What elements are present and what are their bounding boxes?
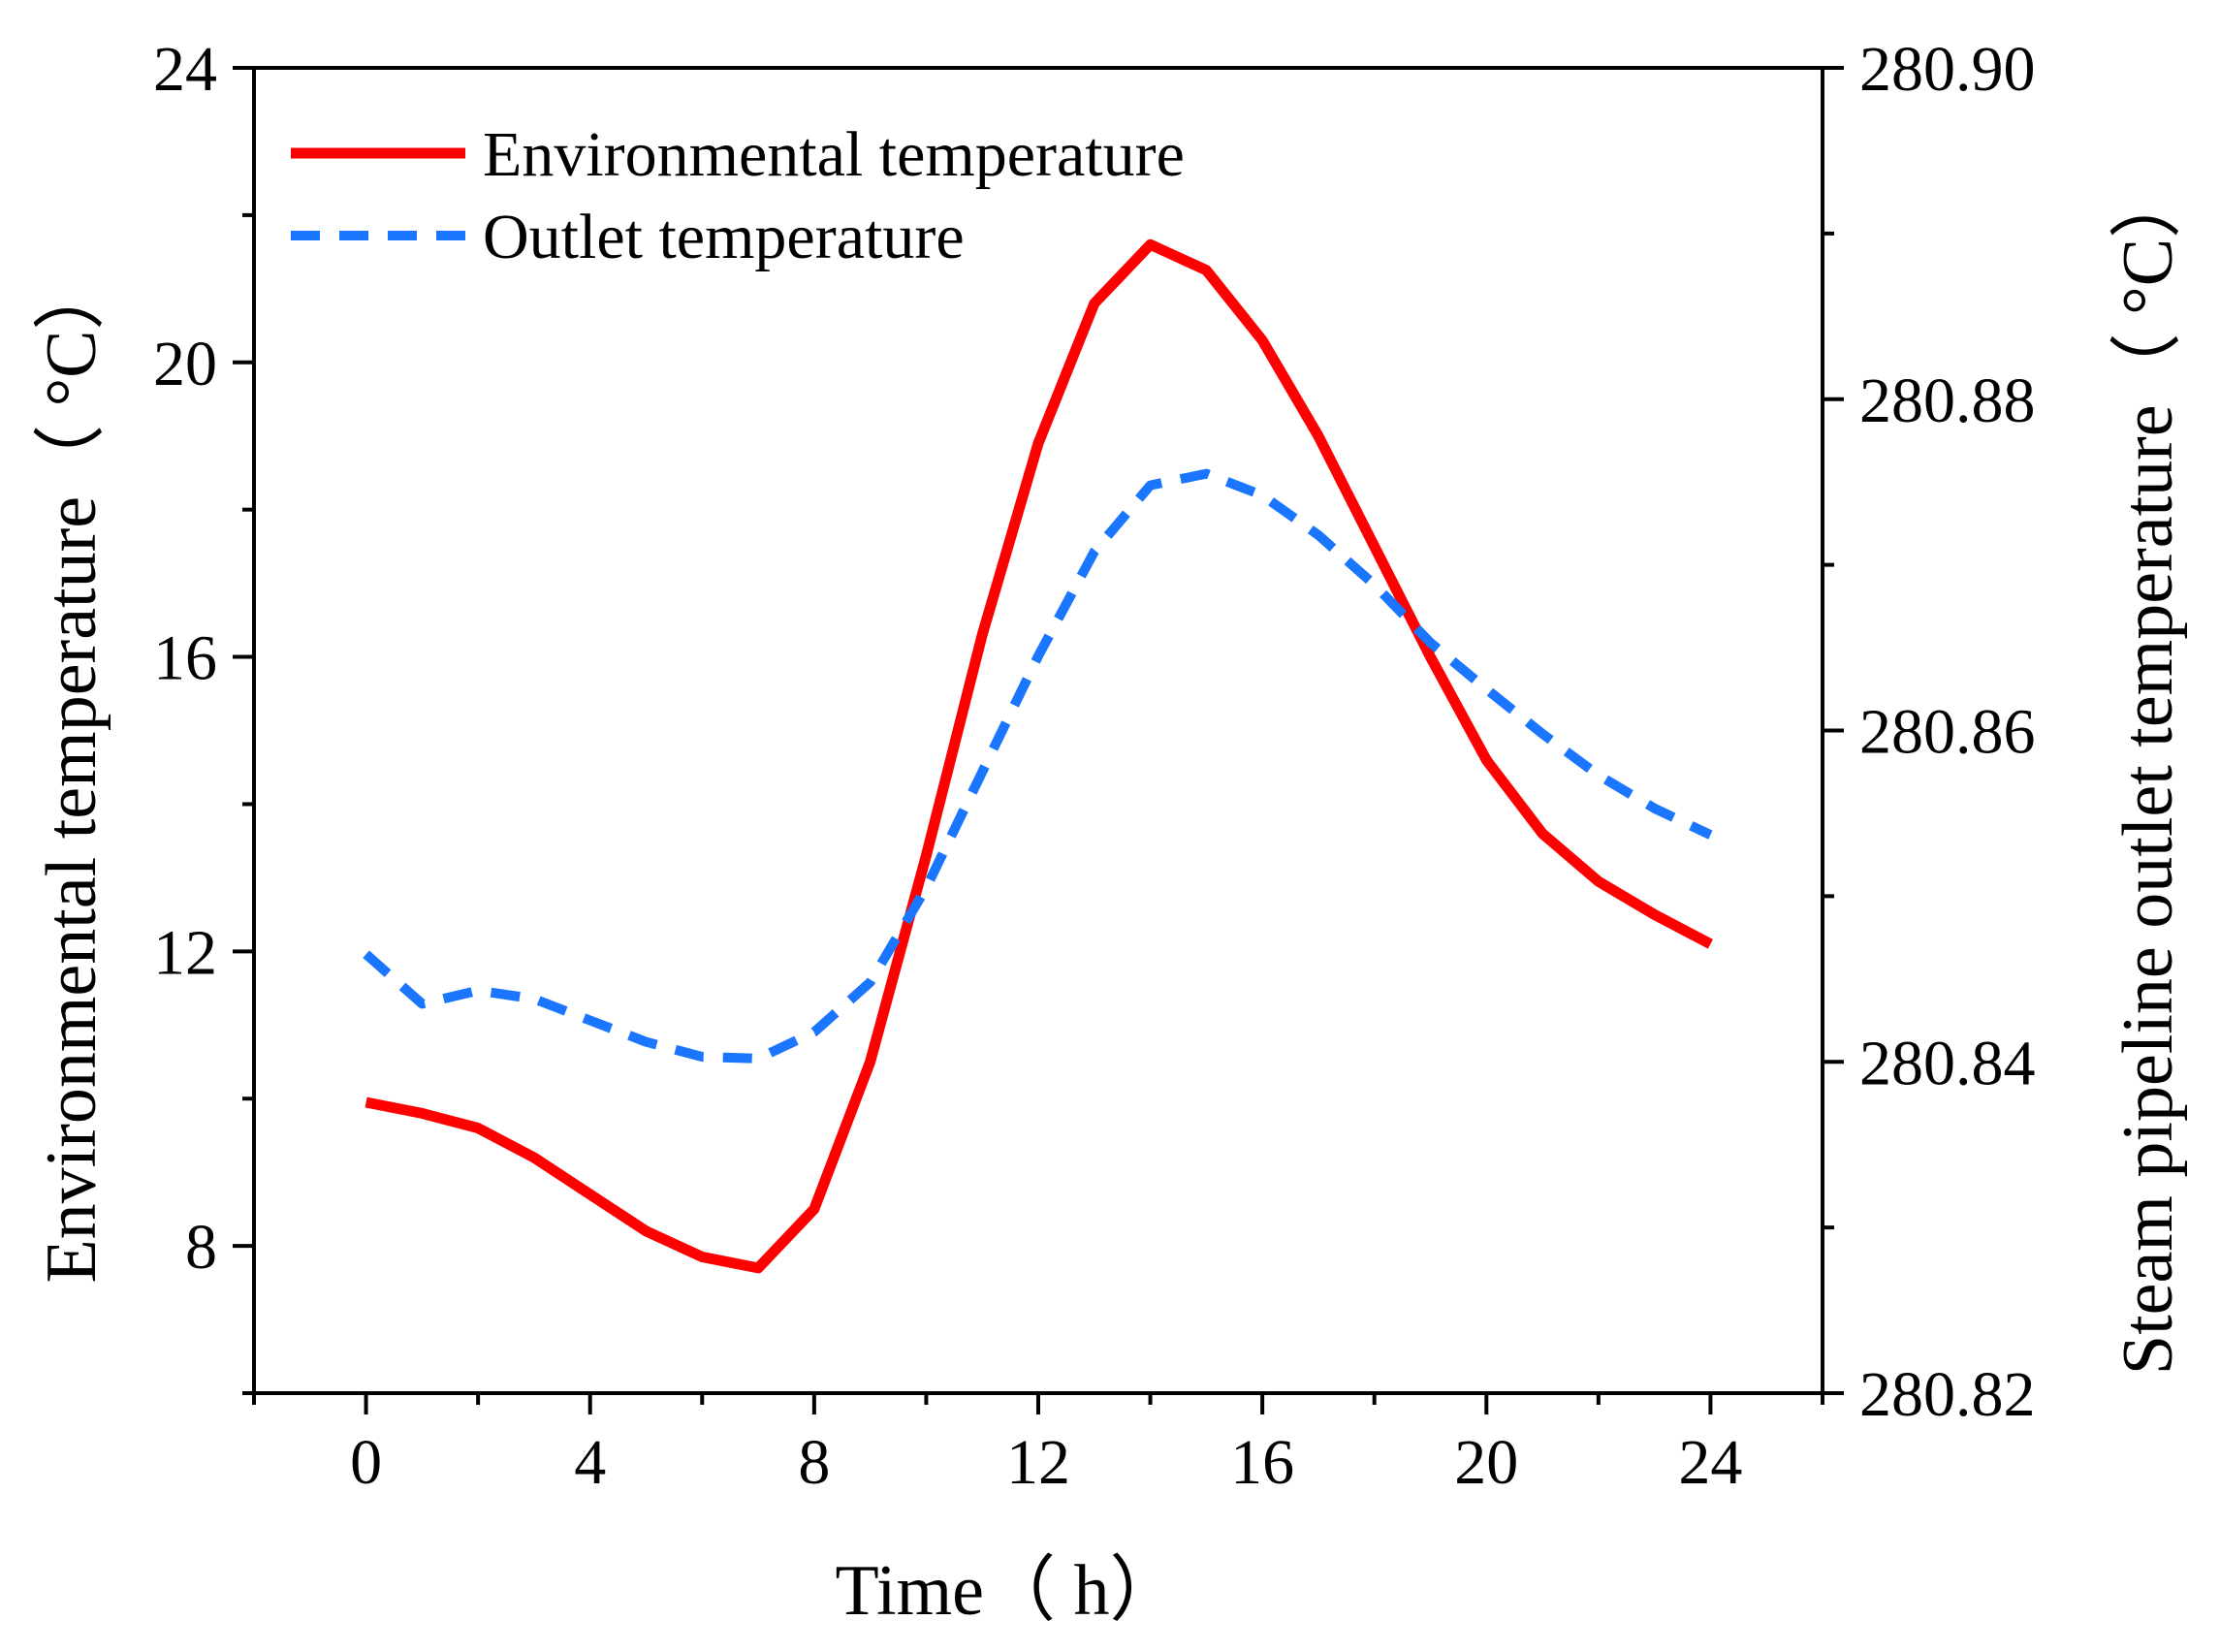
y-left-tick-label: 8 [185,1212,217,1283]
y-right-tick-label: 280.88 [1859,365,2036,436]
y-left-tick-label: 16 [153,623,217,694]
x-tick-label: 24 [1678,1427,1742,1498]
right-y-axis-title: Steam pipeline outlet temperature（ °C） [2109,167,2188,1375]
right-y-axis: 280.82 280.84 280.86 280.88 280.90 [1823,34,2036,1430]
outlet-temperature-line [363,468,1713,1064]
y-left-tick-label: 12 [153,917,217,988]
series-layer [363,238,1713,1274]
y-left-tick-label: 24 [153,34,217,105]
x-tick-label: 0 [350,1427,382,1498]
legend-label: Environmental temperature [483,119,1185,190]
x-tick-label: 16 [1230,1427,1294,1498]
y-left-tick-label: 20 [153,329,217,399]
y-right-tick-label: 280.86 [1859,697,2036,768]
legend-label: Outlet temperature [483,202,965,272]
y-right-tick-label: 280.82 [1859,1359,2036,1430]
x-tick-label: 12 [1006,1427,1070,1498]
environmental-temperature-line [365,238,1713,1274]
left-y-axis: 8 12 16 20 24 [153,34,254,1395]
x-axis: 0 4 8 12 16 20 24 [252,1393,1824,1498]
left-y-axis-title: Environmental temperature（ °C） [32,258,111,1283]
x-tick-label: 20 [1454,1427,1518,1498]
y-right-tick-label: 280.84 [1859,1028,2036,1098]
x-tick-label: 4 [574,1427,606,1498]
x-axis-title: Time（ h） [835,1551,1181,1631]
legend: Environmental temperature Outlet temperat… [291,119,1185,272]
x-tick-label: 8 [798,1427,830,1498]
y-right-tick-label: 280.90 [1859,34,2036,105]
